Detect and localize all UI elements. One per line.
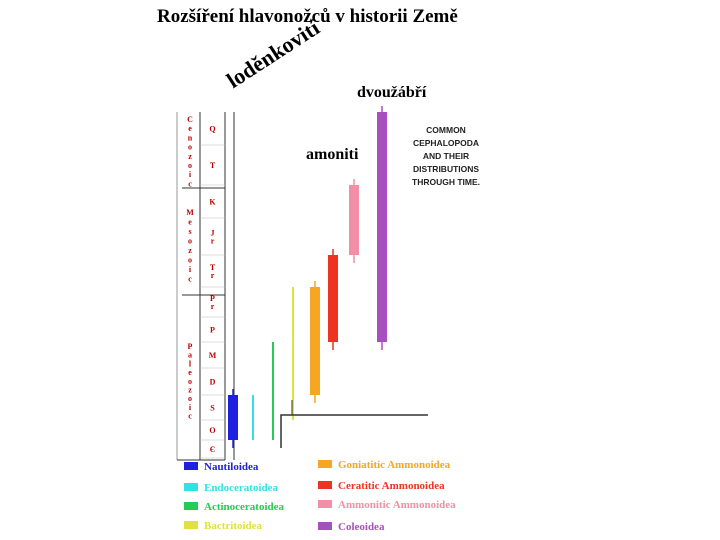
- era-letter: o: [188, 394, 192, 403]
- common-line: AND THEIR: [422, 151, 470, 161]
- period-label: D: [210, 378, 216, 387]
- common-cephalopoda-caption: COMMON CEPHALOPODA AND THEIR DISTRIBUTIO…: [398, 124, 494, 189]
- chart-title: Rozšíření hlavonožců v historii Země: [157, 6, 458, 27]
- range-bar: [377, 112, 387, 342]
- era-letter: i: [189, 170, 192, 179]
- era-letter: c: [188, 275, 192, 284]
- legend-swatch: [318, 522, 332, 530]
- legend-swatch: [184, 502, 198, 510]
- era-letter: e: [188, 124, 192, 133]
- common-line: DISTRIBUTIONS: [412, 164, 480, 174]
- era-letter: i: [189, 403, 192, 412]
- legend-label: Goniatitic Ammonoidea: [338, 459, 451, 471]
- era-letter: z: [188, 152, 192, 161]
- range-bar: [349, 185, 359, 255]
- period-label: r: [211, 302, 215, 311]
- legend-swatch: [184, 521, 198, 529]
- period-label: P: [210, 294, 215, 303]
- era-letter: n: [188, 133, 193, 142]
- period-label: T: [210, 263, 216, 272]
- bracket-line: [280, 414, 428, 448]
- legend-label: Ceratitic Ammonoidea: [338, 480, 445, 492]
- era-letter: c: [188, 412, 192, 421]
- range-bar: [310, 287, 320, 395]
- era-letter: l: [189, 359, 192, 368]
- period-label: r: [211, 271, 215, 280]
- common-line: CEPHALOPODA: [412, 138, 480, 148]
- period-label: T: [210, 161, 216, 170]
- era-letter: c: [188, 179, 192, 188]
- legend-label: Actinoceratoidea: [204, 501, 285, 513]
- era-letter: o: [188, 161, 192, 170]
- era-letter: o: [188, 256, 192, 265]
- legend-label: Nautiloidea: [204, 461, 259, 473]
- legend-swatch: [184, 483, 198, 491]
- era-letter: e: [188, 218, 192, 227]
- range-bar: [377, 112, 387, 140]
- legend-label: Coleoidea: [338, 521, 385, 533]
- period-label: M: [209, 351, 217, 360]
- legend-label: Bactritoidea: [204, 520, 263, 532]
- label-amoniti: amoniti: [306, 146, 359, 163]
- era-letter: o: [188, 377, 192, 386]
- era-letter: o: [188, 143, 192, 152]
- common-line: COMMON: [426, 125, 466, 135]
- range-bar: [228, 395, 238, 440]
- legend-swatch: [184, 462, 198, 470]
- era-letter: i: [189, 265, 192, 274]
- period-label: S: [210, 404, 215, 413]
- legend-swatch: [318, 481, 332, 489]
- period-label: O: [209, 426, 215, 435]
- era-letter: a: [188, 351, 192, 360]
- legend-label: Ammonitic Ammonoidea: [338, 499, 456, 511]
- era-letter: o: [188, 237, 192, 246]
- legend-label: Endoceratoidea: [204, 482, 278, 494]
- label-dvouzabri: dvoužábří: [357, 84, 427, 101]
- range-bar: [328, 255, 338, 342]
- period-label: r: [211, 237, 215, 246]
- legend-swatch: [318, 500, 332, 508]
- era-letter: C: [187, 115, 193, 124]
- legend-swatch: [318, 460, 332, 468]
- period-label: P: [210, 326, 215, 335]
- period-label: Q: [209, 125, 215, 134]
- period-label: J: [211, 229, 215, 238]
- era-letter: s: [188, 227, 191, 236]
- common-line: THROUGH TIME.: [412, 177, 480, 187]
- era-letter: z: [188, 246, 192, 255]
- era-letter: e: [188, 368, 192, 377]
- period-label: Є: [210, 445, 215, 454]
- era-letter: P: [188, 342, 193, 351]
- era-letter: M: [186, 208, 194, 217]
- era-letter: z: [188, 386, 192, 395]
- period-label: K: [209, 198, 216, 207]
